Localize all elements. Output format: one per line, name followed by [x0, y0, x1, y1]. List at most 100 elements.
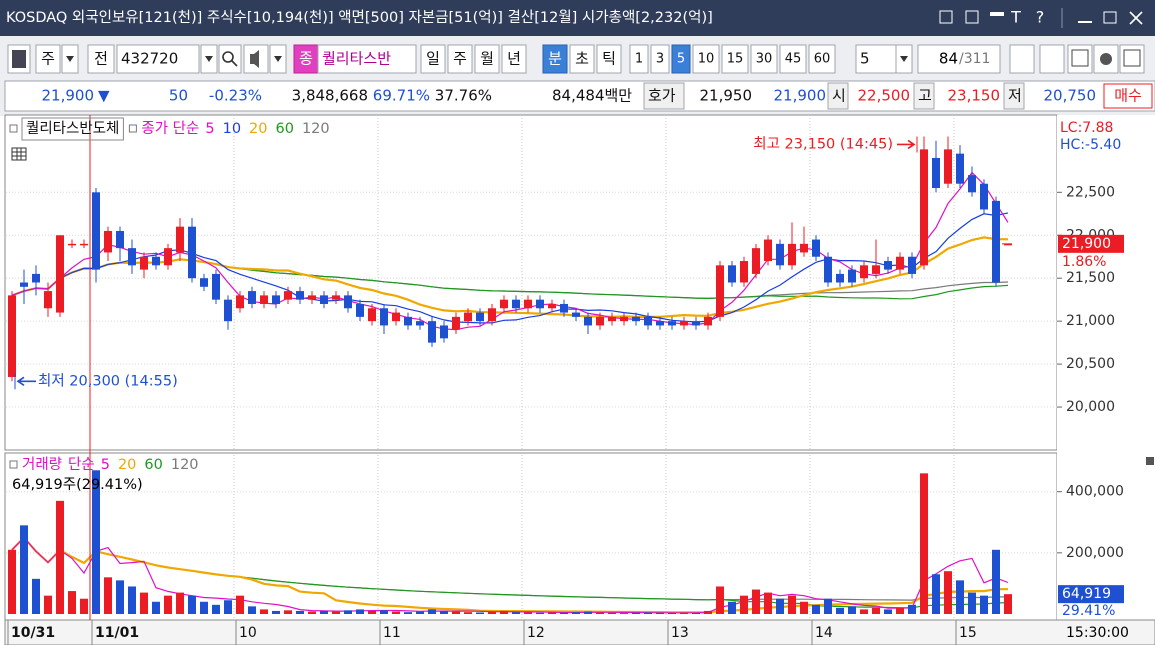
volume-bar [920, 473, 928, 614]
buy-button[interactable] [1103, 83, 1153, 109]
candle-body [848, 269, 856, 283]
quote-ask: 21,950 [700, 87, 753, 105]
quote-change-pct: -0.23% [209, 87, 262, 105]
y-tick-label: 20,500 [1066, 356, 1115, 372]
button[interactable] [671, 44, 691, 74]
button[interactable] [779, 44, 807, 74]
button[interactable] [116, 44, 200, 74]
button[interactable] [917, 44, 1001, 74]
quote-low-label: 저 [1008, 87, 1022, 105]
button[interactable] [808, 44, 836, 74]
legend-ma-period: 5 [101, 457, 110, 473]
candle-body [992, 200, 1000, 283]
legend-ma-period: 20 [249, 121, 267, 137]
candle-body [680, 321, 688, 326]
volume-bar [452, 611, 460, 614]
panel-icon[interactable] [1146, 457, 1154, 465]
candle-body [20, 282, 28, 287]
volume-bar [656, 612, 664, 614]
candle-body [236, 295, 244, 309]
volume-bar [368, 610, 376, 614]
button[interactable] [317, 44, 417, 74]
candle-body [488, 308, 496, 322]
y-tick-label: 21,000 [1066, 313, 1115, 329]
candle-body [560, 303, 568, 313]
button[interactable] [542, 44, 568, 74]
volume-bar [464, 612, 472, 614]
window-icon[interactable] [990, 12, 1004, 16]
candle-body [56, 235, 64, 313]
button[interactable] [501, 44, 527, 74]
volume-bar [992, 549, 1000, 614]
button-label: 종 [299, 50, 313, 68]
quote-high: 23,150 [948, 87, 1001, 105]
candle-body [500, 299, 508, 309]
candle-body [596, 316, 604, 326]
volume-bar [284, 610, 292, 614]
candle-body [404, 316, 412, 326]
high-annotation: 최고 23,150 (14:45) [753, 135, 893, 152]
price-moving-average [11, 236, 1009, 319]
volume-bar [836, 607, 844, 614]
volume-bar [416, 611, 424, 614]
button[interactable] [650, 44, 670, 74]
quote-label-box [827, 82, 849, 110]
quote-ratio1: 69.71% [373, 87, 430, 105]
button[interactable] [218, 44, 242, 74]
button[interactable] [1009, 44, 1035, 74]
y-tick-label: 200,000 [1066, 545, 1124, 561]
button[interactable] [692, 44, 720, 74]
table-icon[interactable] [11, 147, 27, 161]
button[interactable] [721, 44, 749, 74]
candle-body [272, 295, 280, 304]
tool-icon [1100, 53, 1112, 65]
candle-body [608, 316, 616, 322]
window-icon[interactable] [965, 10, 979, 24]
legend-ma-period: 60 [144, 457, 162, 473]
candle-body [716, 265, 724, 317]
button-label: 15 [727, 52, 744, 67]
candle-body [380, 308, 388, 326]
volume-bar [356, 609, 364, 614]
button[interactable] [35, 44, 61, 74]
button[interactable] [569, 44, 595, 74]
candle-body [92, 192, 100, 270]
button-label: 년 [507, 50, 521, 68]
volume-bar [80, 598, 88, 614]
candle-body [740, 261, 748, 283]
volume-bar [968, 592, 976, 614]
volume-bar [308, 611, 316, 614]
button[interactable] [87, 44, 115, 74]
window-icon[interactable] [939, 10, 953, 24]
hc-label: HC:-5.40 [1060, 137, 1121, 153]
volume-bar [716, 586, 724, 614]
maximize[interactable] [1103, 11, 1117, 24]
quote-row [4, 80, 1155, 112]
button[interactable] [596, 44, 622, 74]
close[interactable] [1129, 11, 1143, 25]
volume-bar [944, 571, 952, 614]
tool-icon [1071, 49, 1089, 67]
volume-bar [164, 595, 172, 614]
legend-ma-period: 5 [205, 121, 214, 137]
button[interactable] [420, 44, 446, 74]
button[interactable] [1039, 44, 1065, 74]
current-price: 21,900 [1062, 236, 1111, 252]
volume-bar [776, 598, 784, 614]
button[interactable] [855, 44, 897, 74]
button[interactable] [629, 44, 649, 74]
candle-body [692, 321, 700, 326]
dropdown-arrow [274, 56, 282, 62]
button[interactable] [750, 44, 778, 74]
button-label: 5 [860, 50, 870, 68]
volume-bar [476, 612, 484, 614]
candle-body [668, 321, 676, 326]
candle-body [476, 312, 484, 322]
candle-body [896, 256, 904, 270]
button[interactable] [474, 44, 500, 74]
x-tick-label: 10/31 [11, 625, 55, 641]
button[interactable] [447, 44, 473, 74]
low-annotation: 최저 20,300 (14:55) [38, 372, 178, 389]
